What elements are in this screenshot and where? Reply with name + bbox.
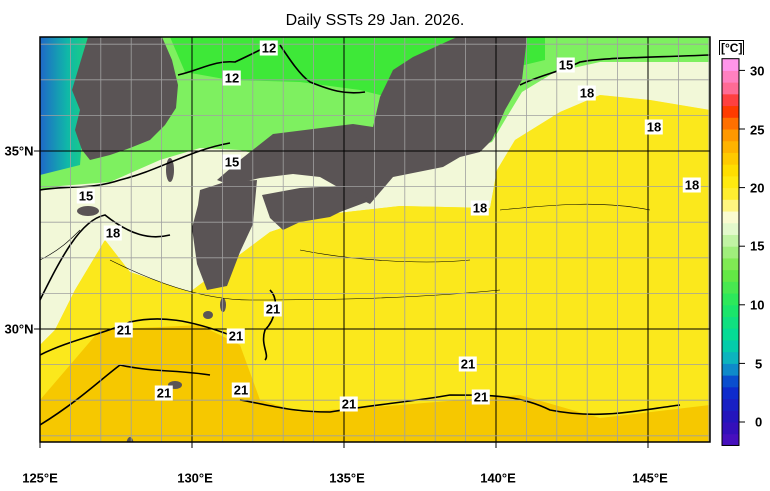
contour-label: 12 xyxy=(259,40,279,56)
colorbar-segment xyxy=(722,199,739,212)
lat-label-35: 35°N xyxy=(4,143,34,159)
colorbar-segment xyxy=(722,82,739,95)
yakushima-land xyxy=(203,311,213,319)
colorbar-segment xyxy=(722,410,739,423)
colorbar-segment xyxy=(722,129,739,142)
colorbar-segment xyxy=(722,422,739,435)
contour-label: 12 xyxy=(222,70,242,86)
contour-label: 18 xyxy=(644,119,664,135)
colorbar-segment xyxy=(722,257,739,271)
colorbar-tick: 20 xyxy=(750,180,765,196)
sea-orange-south xyxy=(40,325,710,442)
contour-label: 21 xyxy=(114,322,134,338)
colorbar-segment xyxy=(722,105,739,118)
colorbar-segment xyxy=(722,211,739,224)
colorbar-segment xyxy=(722,58,739,71)
contour-label: 18 xyxy=(103,225,123,241)
contour-label: 21 xyxy=(154,385,174,401)
colorbar-tick: 30 xyxy=(750,63,765,79)
jeju-land xyxy=(77,206,99,216)
colorbar-segment xyxy=(722,304,739,318)
contour-21 xyxy=(40,289,681,426)
contour-label: 21 xyxy=(263,301,283,317)
lon-label-130: 130°E xyxy=(177,470,213,486)
contour-label: 15 xyxy=(222,154,242,170)
colorbar-segment xyxy=(722,293,739,306)
colorbar-segment xyxy=(722,187,739,200)
colorbar-tick: 0 xyxy=(755,414,763,430)
okinawa-land xyxy=(126,437,134,442)
contour-label: 18 xyxy=(682,177,702,193)
land xyxy=(72,37,527,442)
colorbar-segment xyxy=(722,152,739,165)
axis-ticks xyxy=(34,150,649,448)
contour-label: 21 xyxy=(339,396,359,412)
colorbar-segment xyxy=(722,70,739,83)
colorbar-segment xyxy=(722,398,739,411)
colorbar xyxy=(721,58,745,446)
contour-label: 15 xyxy=(76,188,96,204)
colorbar-segment xyxy=(722,386,739,400)
contour-thin xyxy=(40,203,651,301)
colorbar-segment xyxy=(722,93,739,107)
colorbar-tick: 10 xyxy=(750,297,765,313)
colorbar-segment xyxy=(722,117,739,130)
lon-label-135: 135°E xyxy=(329,470,365,486)
colorbar-tick: 5 xyxy=(755,356,763,372)
colorbar-segment xyxy=(722,281,739,294)
contour-label: 21 xyxy=(458,356,478,372)
lat-label-30: 30°N xyxy=(4,321,34,337)
colorbar-segment xyxy=(722,375,739,388)
colorbar-segment xyxy=(722,175,739,189)
colorbar-segment xyxy=(722,339,739,353)
korea-land xyxy=(72,37,178,160)
colorbar-segment xyxy=(722,234,739,247)
honshu-land xyxy=(217,37,527,204)
contour-18 xyxy=(40,214,171,301)
colorbar-segment xyxy=(722,351,739,364)
colorbar-tick: 25 xyxy=(750,122,765,138)
lon-label-140: 140°E xyxy=(480,470,516,486)
kyushu-land xyxy=(192,180,257,290)
graticule xyxy=(40,37,710,442)
colorbar-segment xyxy=(722,269,739,282)
map-title: Daily SSTs 29 Jan. 2026. xyxy=(285,12,465,29)
colorbar-segment xyxy=(722,328,739,341)
colorbar-frame xyxy=(721,58,740,446)
lon-label-145: 145°E xyxy=(632,470,668,486)
colorbar-segment xyxy=(722,246,739,259)
contour-label: 21 xyxy=(471,389,491,405)
colorbar-segment xyxy=(722,222,739,235)
colorbar-unit: [°C] xyxy=(719,40,745,55)
colorbar-segment xyxy=(722,164,739,177)
lon-label-125: 125°E xyxy=(22,470,58,486)
contour-label: 15 xyxy=(556,57,576,73)
contour-label: 21 xyxy=(231,382,251,398)
tanegashima-land xyxy=(220,298,226,312)
contour-label: 18 xyxy=(577,85,597,101)
contour-15 xyxy=(40,54,710,191)
contour-label: 21 xyxy=(226,328,246,344)
colorbar-tick: 15 xyxy=(750,238,765,254)
colorbar-segment xyxy=(722,140,739,153)
map-frame xyxy=(39,36,711,443)
colorbar-segment xyxy=(722,363,739,376)
colorbar-segment xyxy=(722,433,739,446)
colorbar-segment xyxy=(722,316,739,329)
contours xyxy=(40,44,710,426)
contour-label: 18 xyxy=(470,200,490,216)
